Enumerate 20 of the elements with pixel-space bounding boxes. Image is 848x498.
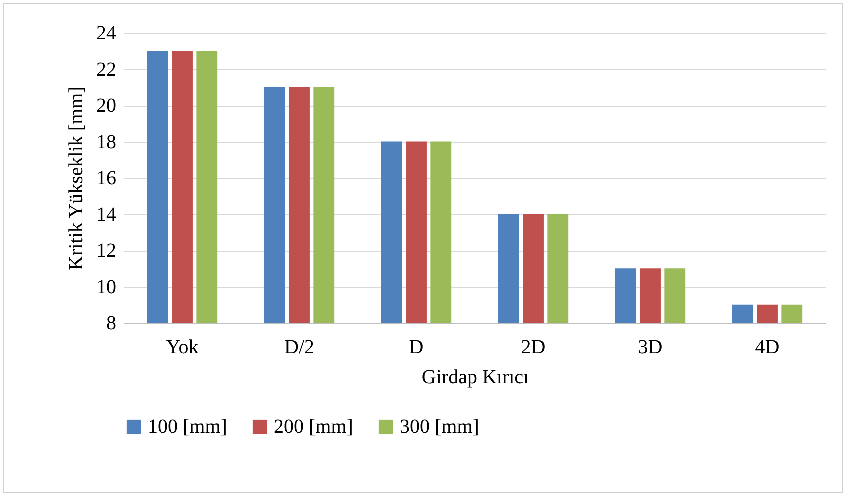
- y-tick-label: 20: [96, 95, 116, 117]
- x-tick-label: 4D: [755, 336, 780, 358]
- y-tick-label: 18: [96, 131, 116, 154]
- y-tick-label: 12: [96, 240, 116, 262]
- y-tick-label: 14: [96, 204, 116, 226]
- x-tick-label: Yok: [166, 336, 199, 358]
- y-tick-label: 16: [96, 168, 116, 190]
- y-tick-label: 22: [96, 58, 116, 81]
- y-axis-title: Kritik Yükseklik [mm]: [66, 86, 88, 270]
- x-tick-label: D/2: [284, 336, 314, 358]
- x-tick-label: 2D: [521, 336, 546, 358]
- x-axis-title: Girdap Kırıcı: [422, 366, 530, 388]
- x-tick-label: 3D: [638, 336, 663, 358]
- x-tick-label: D: [409, 336, 424, 358]
- legend-label: 200 [mm]: [274, 416, 354, 438]
- legend-label: 300 [mm]: [400, 416, 480, 438]
- y-tick-label: 8: [106, 312, 116, 334]
- legend-label: 100 [mm]: [148, 416, 228, 438]
- y-tick-label: 10: [96, 276, 116, 298]
- y-tick-label: 24: [96, 22, 116, 44]
